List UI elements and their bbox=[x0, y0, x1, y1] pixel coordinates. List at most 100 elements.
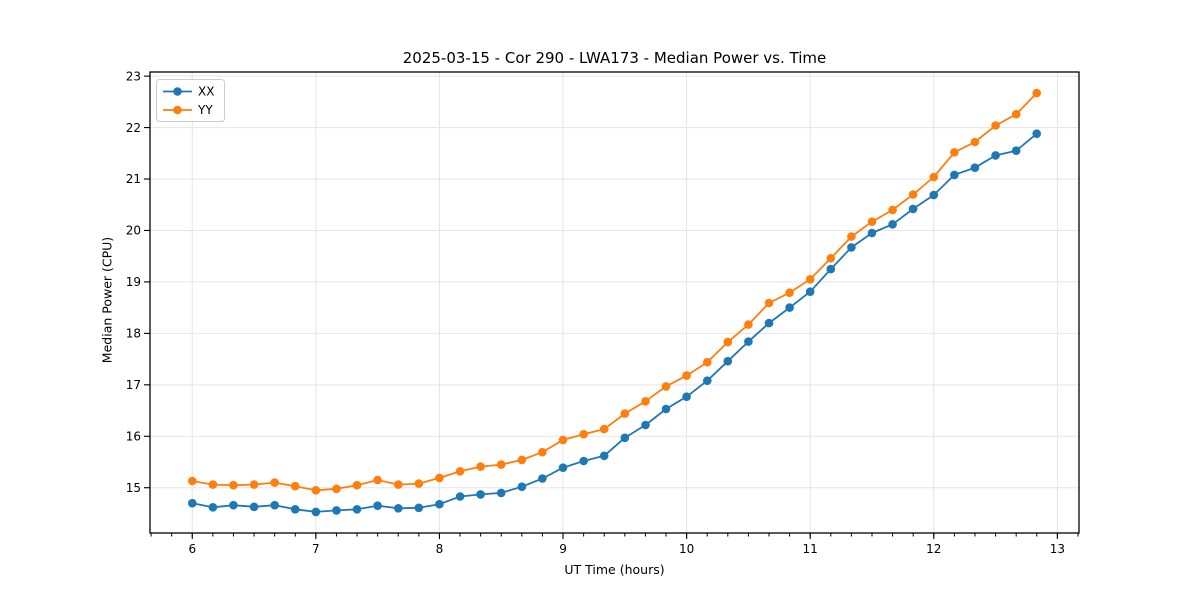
data-point-yy bbox=[270, 478, 280, 487]
x-tick-label: 6 bbox=[188, 542, 196, 556]
y-tick-label: 19 bbox=[126, 275, 141, 289]
x-tick-label: 8 bbox=[436, 542, 444, 556]
data-point-xx bbox=[558, 463, 568, 473]
y-tick-label: 23 bbox=[126, 69, 141, 83]
data-point-xx bbox=[888, 220, 897, 229]
data-point-xx bbox=[394, 504, 403, 513]
data-point-yy bbox=[311, 486, 321, 495]
data-point-xx bbox=[290, 505, 300, 514]
data-point-xx bbox=[744, 337, 753, 346]
data-point-yy bbox=[538, 447, 547, 457]
x-tick-label: 12 bbox=[926, 542, 941, 556]
data-point-xx bbox=[929, 190, 939, 200]
data-point-yy bbox=[970, 137, 980, 147]
data-point-xx bbox=[229, 500, 238, 510]
data-point-xx bbox=[579, 456, 588, 466]
data-point-xx bbox=[455, 492, 465, 501]
legend-marker-sample bbox=[173, 87, 182, 96]
data-point-xx bbox=[1011, 146, 1021, 155]
data-point-xx bbox=[352, 505, 362, 514]
data-point-xx bbox=[867, 228, 877, 238]
data-point-xx bbox=[476, 490, 485, 499]
data-point-xx bbox=[249, 502, 259, 512]
data-point-yy bbox=[229, 480, 238, 490]
data-point-xx bbox=[311, 507, 321, 517]
y-tick-label: 22 bbox=[126, 121, 141, 135]
data-point-xx bbox=[435, 499, 444, 509]
data-point-yy bbox=[929, 172, 939, 182]
data-point-yy bbox=[950, 148, 959, 157]
x-tick-label: 7 bbox=[312, 542, 320, 556]
data-point-yy bbox=[723, 337, 733, 347]
data-point-xx bbox=[538, 474, 547, 483]
data-point-yy bbox=[414, 479, 424, 488]
data-point-xx bbox=[188, 498, 197, 508]
data-point-yy bbox=[682, 371, 691, 380]
data-point-yy bbox=[744, 320, 753, 329]
data-point-xx bbox=[270, 500, 280, 510]
y-tick-label: 20 bbox=[126, 224, 141, 238]
data-point-yy bbox=[394, 480, 403, 489]
data-point-xx bbox=[208, 503, 218, 512]
data-point-yy bbox=[373, 475, 382, 485]
data-point-yy bbox=[558, 435, 568, 445]
data-point-yy bbox=[703, 357, 712, 367]
data-point-xx bbox=[620, 433, 630, 443]
data-point-yy bbox=[188, 476, 197, 486]
legend-label: YY bbox=[197, 103, 213, 117]
data-point-xx bbox=[970, 163, 980, 172]
x-tick-label: 13 bbox=[1050, 542, 1065, 556]
data-point-yy bbox=[208, 480, 218, 489]
legend-marker-sample bbox=[173, 105, 182, 115]
data-point-xx bbox=[703, 376, 712, 386]
data-point-xx bbox=[805, 287, 815, 297]
data-point-xx bbox=[826, 264, 836, 274]
series-line-xx bbox=[192, 133, 1038, 513]
data-point-xx bbox=[1032, 129, 1041, 138]
x-tick-label: 10 bbox=[679, 542, 694, 556]
y-tick-label: 18 bbox=[126, 327, 141, 341]
y-tick-label: 15 bbox=[126, 481, 141, 495]
data-point-yy bbox=[908, 190, 918, 199]
data-point-yy bbox=[332, 484, 341, 494]
data-point-yy bbox=[785, 288, 794, 298]
data-point-xx bbox=[908, 204, 918, 214]
data-point-yy bbox=[888, 205, 897, 215]
data-point-yy bbox=[517, 455, 527, 465]
data-point-xx bbox=[496, 488, 506, 498]
data-point-yy bbox=[764, 298, 774, 308]
data-point-xx bbox=[661, 404, 671, 414]
data-point-xx bbox=[682, 392, 691, 402]
x-axis-label: UT Time (hours) bbox=[564, 562, 665, 577]
x-tick-label: 11 bbox=[803, 542, 818, 556]
data-point-yy bbox=[847, 232, 856, 241]
data-point-xx bbox=[332, 506, 341, 515]
series-line-yy bbox=[192, 92, 1038, 492]
y-tick-label: 16 bbox=[126, 429, 141, 443]
data-point-xx bbox=[785, 303, 794, 312]
y-tick-label: 17 bbox=[126, 378, 141, 392]
legend-label: XX bbox=[198, 85, 214, 99]
data-point-yy bbox=[805, 275, 815, 284]
y-tick-label: 21 bbox=[126, 172, 141, 186]
data-point-xx bbox=[950, 170, 959, 180]
data-point-yy bbox=[249, 480, 259, 489]
data-point-yy bbox=[435, 473, 444, 483]
data-point-xx bbox=[517, 482, 527, 492]
data-point-yy bbox=[826, 253, 836, 263]
data-point-xx bbox=[723, 356, 733, 366]
data-point-yy bbox=[599, 424, 609, 434]
chart-title: 2025-03-15 - Cor 290 - LWA173 - Median P… bbox=[402, 49, 827, 67]
data-point-yy bbox=[661, 382, 671, 391]
x-tick-label: 9 bbox=[559, 542, 567, 556]
data-point-yy bbox=[476, 462, 485, 471]
data-point-xx bbox=[847, 243, 856, 252]
data-point-xx bbox=[641, 420, 650, 430]
plot-frame bbox=[149, 71, 1080, 534]
data-point-yy bbox=[1011, 109, 1021, 119]
data-point-xx bbox=[599, 451, 609, 461]
data-point-yy bbox=[455, 467, 465, 476]
data-point-yy bbox=[991, 121, 1000, 130]
